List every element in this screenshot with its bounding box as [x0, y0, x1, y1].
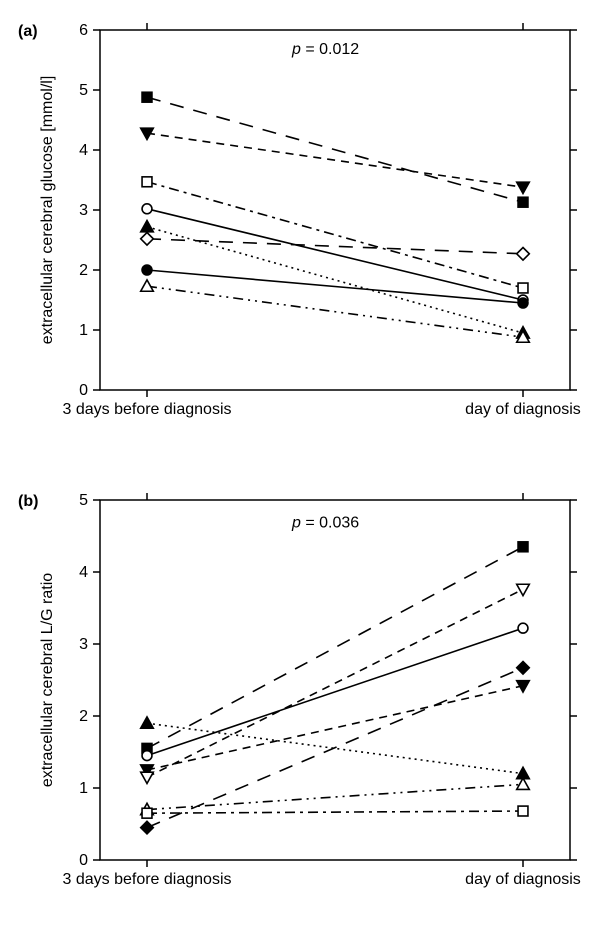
y-axis-title: extracellular cerebral L/G ratio	[39, 573, 56, 787]
panel-label: (b)	[18, 493, 38, 510]
y-tick-label: 2	[79, 262, 88, 279]
series-line	[147, 686, 523, 770]
series-line	[147, 227, 523, 333]
y-axis-title: extracellular cerebral glucose [mmol/l]	[39, 76, 56, 345]
x-tick-label: day of diagnosis	[465, 871, 581, 888]
y-tick-label: 0	[79, 852, 88, 869]
panel-label: (a)	[18, 23, 38, 40]
y-tick-label: 2	[79, 708, 88, 725]
y-tick-label: 5	[79, 82, 88, 99]
y-tick-label: 1	[79, 322, 88, 339]
series-line	[147, 286, 523, 337]
y-tick-label: 4	[79, 564, 88, 581]
figure-container: 0 1 2 3 4 5 6 3 days before diagnosis day of dia…	[0, 0, 600, 926]
series-line	[147, 589, 523, 777]
chart-svg: 0 1 2 3 4 5 3 days before diagnosis day of diag…	[0, 480, 600, 920]
p-value-text: p = 0.036	[291, 514, 359, 531]
y-tick-label: 4	[79, 142, 88, 159]
y-tick-label: 0	[79, 382, 88, 399]
series-line	[147, 784, 523, 809]
x-tick-label: 3 days before diagnosis	[63, 401, 232, 418]
series-line	[147, 239, 523, 254]
series-line	[147, 811, 523, 813]
y-tick-label: 3	[79, 636, 88, 653]
y-tick-label: 6	[79, 22, 88, 39]
series-line	[147, 97, 523, 202]
chart-panel-a: 0 1 2 3 4 5 6 3 days before diagnosis day of dia…	[0, 10, 600, 450]
series-line	[147, 133, 523, 187]
y-tick-label: 1	[79, 780, 88, 797]
x-tick-label: day of diagnosis	[465, 401, 581, 418]
y-tick-label: 3	[79, 202, 88, 219]
series-line	[147, 182, 523, 288]
chart-svg: 0 1 2 3 4 5 6 3 days before diagnosis day of dia…	[0, 10, 600, 450]
chart-panel-b: 0 1 2 3 4 5 3 days before diagnosis day of diag…	[0, 480, 600, 920]
x-tick-label: 3 days before diagnosis	[63, 871, 232, 888]
y-tick-label: 5	[79, 492, 88, 509]
p-value-text: p = 0.012	[291, 41, 359, 58]
